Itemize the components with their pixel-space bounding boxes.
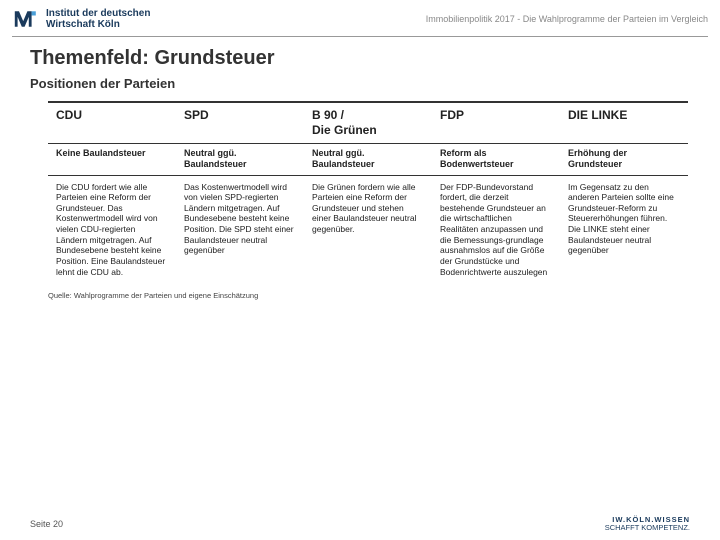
col-linke: DIE LINKE — [560, 102, 688, 144]
footer: Seite 20 IW.KÖLN.WISSEN SCHAFFT KOMPETEN… — [0, 516, 720, 533]
table-header-row: CDU SPD B 90 / Die Grünen FDP DIE LINKE — [48, 102, 688, 144]
exp-cdu: Die CDU fordert wie alle Parteien eine R… — [48, 175, 176, 283]
institute-name: Institut der deutschen Wirtschaft Köln — [46, 8, 150, 30]
exp-gruene: Die Grünen fordern wie alle Parteien ein… — [304, 175, 432, 283]
institute-logo: Institut der deutschen Wirtschaft Köln — [12, 8, 150, 30]
pos-fdp: Reform als Bodenwertsteuer — [432, 144, 560, 176]
page-num: 20 — [53, 519, 63, 529]
pos-cdu: Keine Baulandsteuer — [48, 144, 176, 176]
footer-logo: IW.KÖLN.WISSEN SCHAFFT KOMPETENZ. — [605, 516, 690, 533]
col-spd: SPD — [176, 102, 304, 144]
col-gruene: B 90 / Die Grünen — [304, 102, 432, 144]
table-wrap: Erläuterungen CDU SPD B 90 / Die Grünen … — [48, 101, 690, 283]
exp-linke: Im Gegensatz zu den anderen Parteien sol… — [560, 175, 688, 283]
context-line: Immobilienpolitik 2017 - Die Wahlprogram… — [426, 14, 708, 24]
content: Themenfeld: Grundsteuer Positionen der P… — [0, 37, 720, 300]
page-label: Seite — [30, 519, 51, 529]
exp-fdp: Der FDP-Bundevorstand fordert, die derze… — [432, 175, 560, 283]
party-positions-table: CDU SPD B 90 / Die Grünen FDP DIE LINKE … — [48, 101, 688, 283]
footer-logo-line2: SCHAFFT KOMPETENZ. — [605, 524, 690, 532]
page-number: Seite 20 — [30, 519, 63, 529]
col-fdp: FDP — [432, 102, 560, 144]
institute-line1: Institut der deutschen — [46, 8, 150, 19]
page-title: Themenfeld: Grundsteuer — [30, 47, 690, 70]
pos-spd: Neutral ggü. Baulandsteuer — [176, 144, 304, 176]
institute-line2: Wirtschaft Köln — [46, 19, 150, 30]
iw-logo-icon — [12, 8, 40, 30]
page-subtitle: Positionen der Parteien — [30, 76, 690, 91]
pos-gruene: Neutral ggü. Baulandsteuer — [304, 144, 432, 176]
header: Institut der deutschen Wirtschaft Köln I… — [0, 0, 720, 34]
exp-spd: Das Kostenwertmodell wird von vielen SPD… — [176, 175, 304, 283]
col-cdu: CDU — [48, 102, 176, 144]
positions-row: Keine Baulandsteuer Neutral ggü. Bauland… — [48, 144, 688, 176]
source-note: Quelle: Wahlprogramme der Parteien und e… — [48, 291, 690, 300]
pos-linke: Erhöhung der Grundsteuer — [560, 144, 688, 176]
explanations-row: Die CDU fordert wie alle Parteien eine R… — [48, 175, 688, 283]
